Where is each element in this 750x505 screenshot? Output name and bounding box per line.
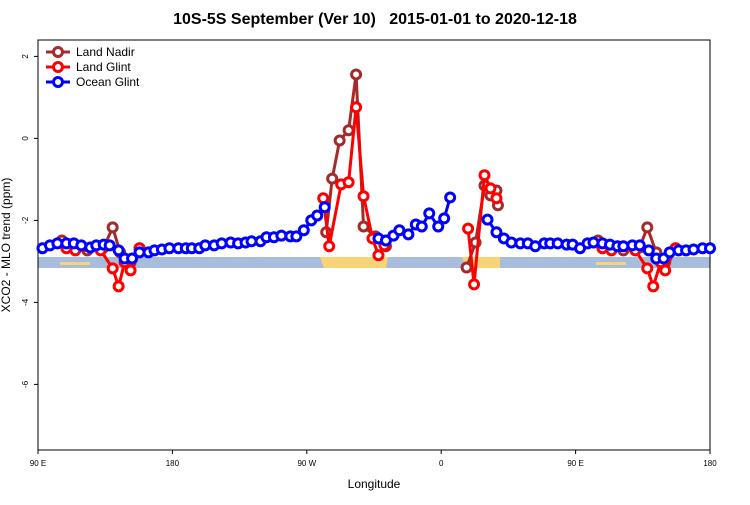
legend-label: Ocean Glint [76, 75, 140, 89]
point [112, 280, 125, 293]
point [641, 221, 654, 234]
series-line [61, 74, 677, 269]
y-tick-label: -4 [21, 298, 30, 306]
x-tick-label: 180 [703, 459, 717, 468]
legend-label: Land Glint [76, 60, 131, 74]
point [297, 224, 310, 237]
point [423, 207, 436, 220]
point [106, 262, 119, 275]
point [350, 101, 363, 114]
point [326, 172, 339, 185]
point [641, 262, 654, 275]
point [372, 249, 385, 262]
point [484, 182, 497, 195]
point [642, 244, 655, 257]
y-tick-label: 0 [21, 136, 30, 141]
point [393, 224, 406, 237]
point [317, 192, 330, 205]
point [444, 191, 457, 204]
point [490, 226, 503, 239]
point [659, 264, 672, 277]
x-axis-label: Longitude [348, 477, 401, 491]
x-tick-label: 90 E [30, 459, 46, 468]
y-axis-label: XCO2 - MLO trend (ppm) [0, 178, 13, 313]
point [647, 280, 660, 293]
legend-marker [52, 46, 64, 58]
point [357, 220, 370, 233]
point [318, 201, 331, 214]
y-tick-label: -6 [21, 380, 30, 388]
point [460, 261, 473, 274]
legend-marker [52, 76, 64, 88]
point [481, 213, 494, 226]
point [290, 230, 303, 243]
point [704, 242, 716, 255]
legend-label: Land Nadir [76, 45, 135, 59]
point [106, 221, 119, 234]
legend-marker [52, 61, 64, 73]
point [432, 220, 445, 233]
x-tick-label: 180 [166, 459, 180, 468]
point [633, 239, 646, 252]
point [415, 220, 428, 233]
point [350, 68, 363, 81]
point [311, 209, 324, 222]
point [402, 228, 415, 241]
point [342, 124, 355, 137]
point [342, 176, 355, 189]
x-tick-label: 90 E [567, 459, 583, 468]
y-tick-label: 2 [21, 54, 30, 59]
point [438, 212, 451, 225]
point [462, 222, 475, 235]
point [357, 190, 370, 203]
point [490, 192, 503, 205]
point [126, 252, 139, 265]
x-tick-label: 0 [439, 459, 444, 468]
point [333, 134, 346, 147]
point [112, 244, 125, 257]
y-tick-label: -2 [21, 216, 30, 224]
point [468, 278, 481, 291]
x-tick-label: 90 W [297, 459, 316, 468]
point [478, 169, 491, 182]
point [124, 264, 137, 277]
point [103, 239, 116, 252]
chart-title: 10S-5S September (Ver 10) 2015-01-01 to … [173, 11, 577, 28]
point [323, 240, 336, 253]
